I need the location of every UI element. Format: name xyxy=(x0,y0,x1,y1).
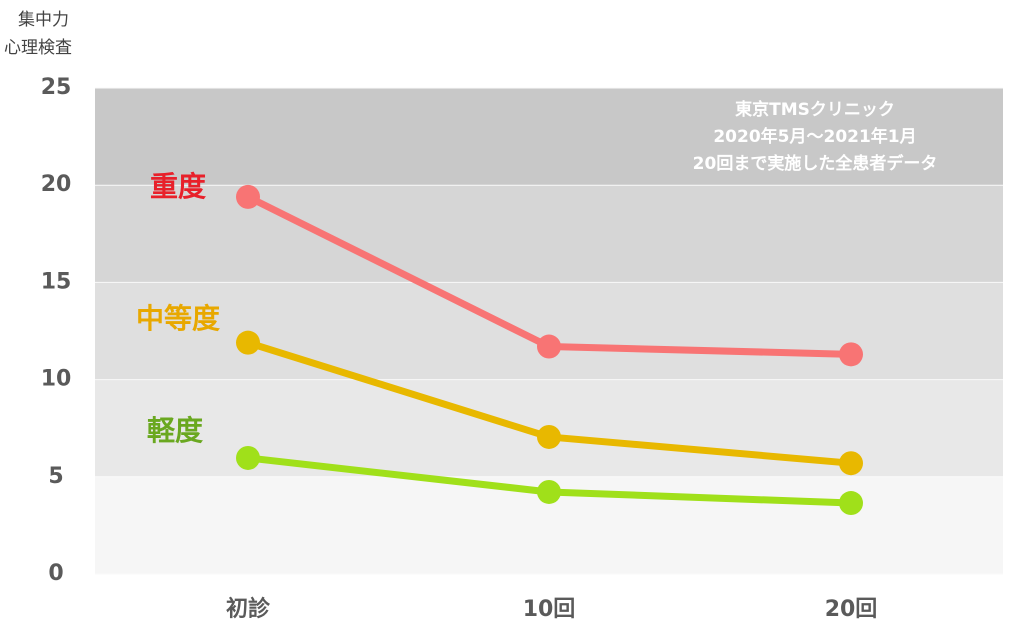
y-tick-label: 10 xyxy=(41,367,72,392)
y-tick-label: 25 xyxy=(41,75,72,100)
y-axis-label: 集中力 xyxy=(18,10,69,30)
annotation: 20回まで実施した全患者データ xyxy=(693,153,938,174)
y-tick-label: 20 xyxy=(41,172,72,197)
marker xyxy=(537,424,561,449)
marker xyxy=(537,334,561,359)
band xyxy=(95,185,1003,283)
x-tick-label: 10回 xyxy=(523,597,576,622)
marker xyxy=(236,445,260,470)
x-tick-label: 20回 xyxy=(825,597,878,622)
band xyxy=(95,88,1003,186)
series-label: 中等度 xyxy=(136,302,220,335)
y-axis-label: 心理検査 xyxy=(4,38,72,58)
band xyxy=(95,282,1003,380)
x-tick-label: 初診 xyxy=(226,596,271,622)
marker xyxy=(236,184,260,209)
marker xyxy=(839,491,863,516)
series-label: 軽度 xyxy=(147,414,203,447)
annotation: 2020年5月〜2021年1月 xyxy=(713,126,916,147)
marker xyxy=(236,330,260,355)
marker xyxy=(839,342,863,367)
marker xyxy=(839,451,863,476)
y-tick-label: 5 xyxy=(48,464,63,489)
y-tick-label: 0 xyxy=(48,561,63,586)
y-tick-label: 15 xyxy=(41,269,72,294)
annotation: 東京TMSクリニック xyxy=(735,99,895,120)
series-label: 重度 xyxy=(150,170,206,203)
marker xyxy=(537,479,561,504)
